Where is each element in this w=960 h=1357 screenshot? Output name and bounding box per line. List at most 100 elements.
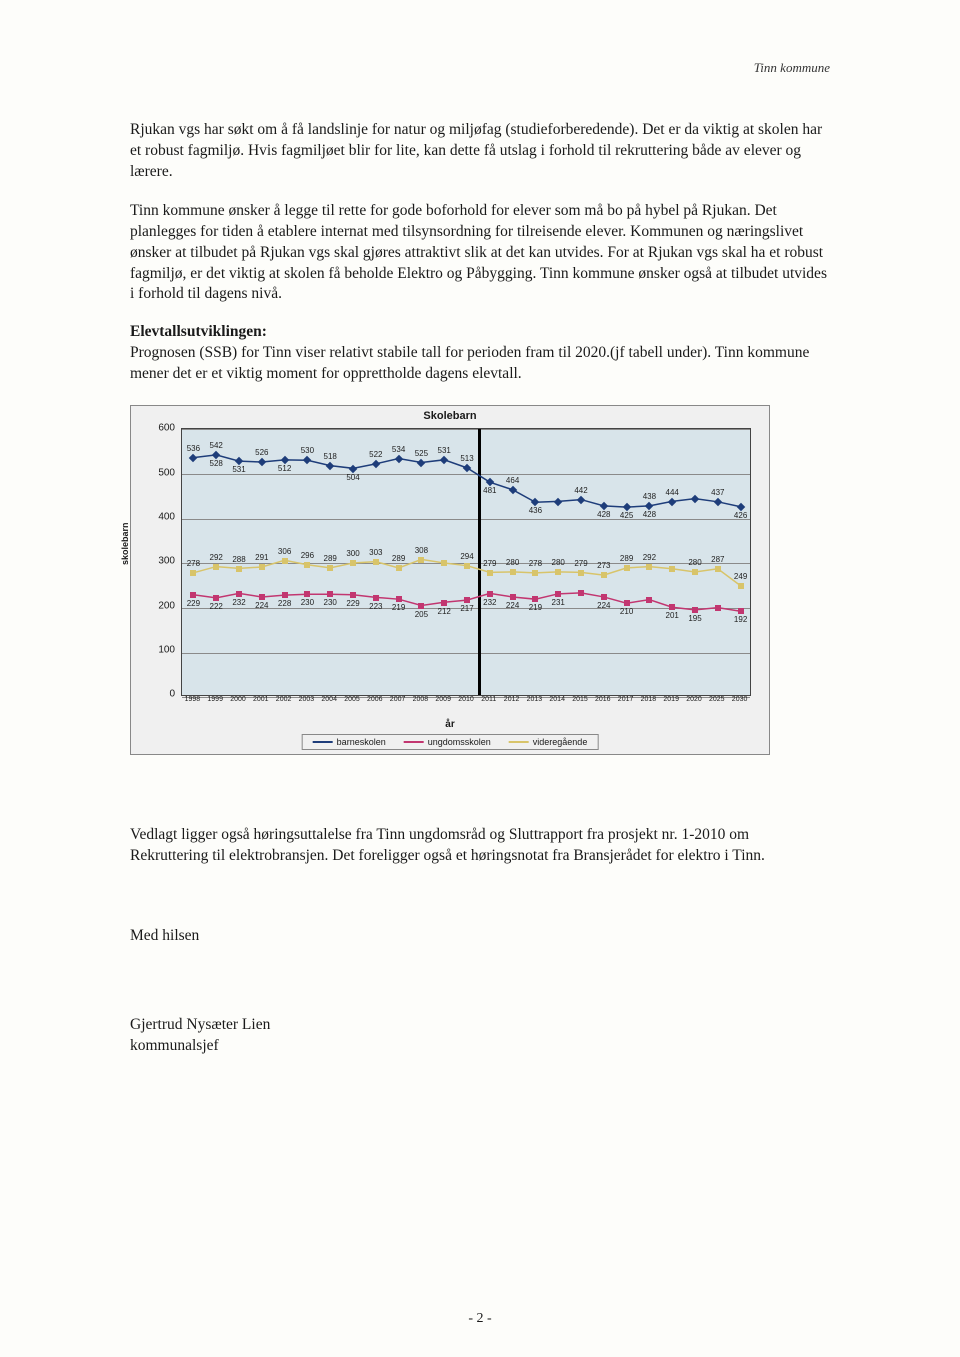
x-tick: 2016 [595, 696, 611, 703]
data-label: 224 [597, 601, 610, 610]
data-point [464, 563, 470, 569]
data-label: 522 [369, 450, 382, 459]
y-tick: 200 [158, 600, 175, 611]
data-point [418, 603, 424, 609]
data-point [464, 597, 470, 603]
legend-label: ungdomsskolen [428, 737, 491, 747]
data-label: 289 [620, 554, 633, 563]
data-point [236, 566, 242, 572]
data-label: 536 [187, 444, 200, 453]
data-label: 300 [346, 549, 359, 558]
data-label: 249 [734, 572, 747, 581]
x-tick: 2017 [618, 696, 634, 703]
data-label: 192 [734, 615, 747, 624]
x-tick: 2015 [572, 696, 588, 703]
page-number: - 2 - [468, 1311, 491, 1327]
data-label: 289 [324, 554, 337, 563]
data-label: 504 [346, 473, 359, 482]
data-label: 303 [369, 548, 382, 557]
y-tick: 600 [158, 423, 175, 434]
data-label: 232 [483, 598, 496, 607]
data-point [532, 570, 538, 576]
data-label: 531 [232, 465, 245, 474]
data-point [578, 570, 584, 576]
data-label: 222 [210, 602, 223, 611]
x-tick: 2013 [527, 696, 543, 703]
x-tick: 2002 [276, 696, 292, 703]
legend-item: barneskolen [313, 737, 386, 747]
data-point [304, 591, 310, 597]
y-tick: 400 [158, 511, 175, 522]
x-tick: 2025 [709, 696, 725, 703]
data-point [578, 590, 584, 596]
data-label: 531 [438, 446, 451, 455]
section-heading: Elevtallsutviklingen: [130, 323, 830, 341]
data-point [715, 605, 721, 611]
y-tick: 300 [158, 556, 175, 567]
data-point [373, 595, 379, 601]
data-label: 278 [529, 559, 542, 568]
data-label: 287 [711, 555, 724, 564]
x-tick: 2000 [230, 696, 246, 703]
chart-y-label: skolebarn [120, 523, 130, 566]
schoolchildren-chart: Skolebarn 0100200300400500600 skolebarn … [130, 405, 770, 755]
x-tick: 2019 [663, 696, 679, 703]
data-label: 426 [734, 511, 747, 520]
data-point [213, 564, 219, 570]
data-point [396, 565, 402, 571]
data-label: 280 [552, 558, 565, 567]
data-label: 513 [460, 454, 473, 463]
data-label: 279 [483, 559, 496, 568]
x-tick: 2020 [686, 696, 702, 703]
data-point [624, 565, 630, 571]
data-point [669, 566, 675, 572]
data-label: 528 [210, 459, 223, 468]
data-label: 428 [643, 510, 656, 519]
x-tick: 2014 [549, 696, 565, 703]
data-point [259, 594, 265, 600]
data-label: 289 [392, 554, 405, 563]
data-label: 481 [483, 486, 496, 495]
x-tick: 2018 [641, 696, 657, 703]
x-tick: 2012 [504, 696, 520, 703]
x-tick: 2003 [299, 696, 315, 703]
chart-legend: barneskolen ungdomsskolen videregående [302, 734, 599, 750]
data-point [510, 594, 516, 600]
chart-y-axis: 0100200300400500600 [143, 428, 179, 694]
data-label: 278 [187, 559, 200, 568]
data-label: 217 [460, 604, 473, 613]
data-label: 229 [346, 599, 359, 608]
data-label: 542 [210, 441, 223, 450]
data-label: 201 [666, 611, 679, 620]
chart-x-label: år [445, 719, 454, 730]
data-point [327, 591, 333, 597]
data-point [418, 557, 424, 563]
data-point [487, 570, 493, 576]
data-label: 229 [187, 599, 200, 608]
data-point [190, 592, 196, 598]
data-label: 279 [574, 559, 587, 568]
data-point [555, 591, 561, 597]
data-label: 280 [688, 558, 701, 567]
paragraph-4: Vedlagt ligger også høringsuttalelse fra… [130, 825, 830, 867]
data-label: 224 [255, 601, 268, 610]
data-point [738, 583, 744, 589]
legend-item: videregående [509, 737, 588, 747]
data-label: 219 [529, 603, 542, 612]
data-label: 512 [278, 464, 291, 473]
data-label: 436 [529, 506, 542, 515]
data-point [373, 559, 379, 565]
data-label: 291 [255, 553, 268, 562]
data-label: 228 [278, 599, 291, 608]
x-tick: 2004 [321, 696, 337, 703]
data-point [669, 604, 675, 610]
data-label: 425 [620, 511, 633, 520]
data-label: 195 [688, 614, 701, 623]
x-tick: 2010 [458, 696, 474, 703]
data-point [282, 592, 288, 598]
data-point [646, 564, 652, 570]
data-point [236, 591, 242, 597]
data-label: 210 [620, 607, 633, 616]
x-tick: 2001 [253, 696, 269, 703]
data-point [601, 594, 607, 600]
